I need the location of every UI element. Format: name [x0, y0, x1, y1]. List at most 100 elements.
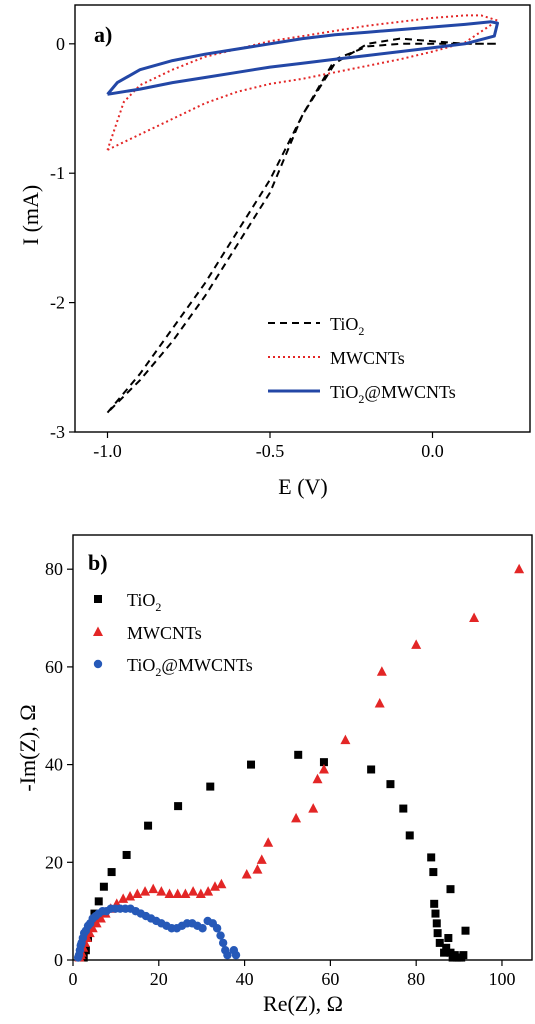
eis-point — [174, 802, 183, 811]
eis-point — [308, 803, 319, 813]
eis-point — [319, 758, 328, 767]
eis-point — [180, 888, 191, 899]
cv-y-axis-title: I (mA) — [18, 185, 43, 245]
eis-point — [442, 943, 451, 952]
eis-point — [405, 831, 414, 840]
eis-point — [446, 885, 455, 894]
eis-point — [459, 951, 468, 960]
eis-point — [209, 881, 220, 891]
legend-label: MWCNTs — [330, 348, 405, 368]
x-tick-label: 0 — [69, 969, 78, 989]
eis-point — [386, 780, 395, 789]
eis-point — [411, 639, 422, 649]
eis-point — [318, 763, 329, 774]
eis-series — [73, 904, 241, 962]
legend-label-subscript: 2 — [358, 324, 364, 338]
legend-label-main: TiO — [330, 314, 358, 334]
eis-point — [435, 938, 444, 947]
x-tick-label: 100 — [488, 969, 515, 989]
eis-point — [440, 948, 449, 957]
eis-point — [446, 948, 455, 957]
legend-label-subscript: 2 — [155, 600, 161, 614]
eis-point — [340, 734, 351, 745]
eis-point — [291, 812, 302, 823]
eis-point — [433, 929, 442, 938]
eis-point — [469, 612, 480, 623]
eis-point — [431, 909, 440, 918]
eis-point — [263, 837, 274, 847]
eis-point — [148, 883, 159, 894]
legend-label-main: MWCNTs — [330, 348, 405, 368]
legend-label-subscript: 2 — [358, 392, 364, 406]
eis-point — [294, 750, 303, 759]
cv-plot-frame — [74, 4, 531, 433]
eis-point — [91, 917, 102, 928]
eis-x-axis-title: Re(Z), Ω — [263, 991, 343, 1016]
legend-label: MWCNTs — [127, 623, 202, 643]
y-tick-label: 0 — [56, 34, 65, 54]
x-tick-label: 40 — [236, 969, 254, 989]
eis-point — [95, 912, 106, 923]
y-tick-label: 0 — [54, 950, 63, 970]
y-tick-label: -3 — [50, 422, 65, 442]
cv-series-group — [106, 14, 499, 414]
eis-point — [231, 950, 241, 960]
eis-point — [206, 782, 215, 791]
y-tick-label: -1 — [50, 163, 65, 183]
eis-point — [140, 886, 151, 896]
x-tick-label: -0.5 — [256, 441, 285, 461]
x-tick-label: 20 — [150, 969, 168, 989]
y-tick-label: 20 — [45, 852, 63, 872]
eis-point — [156, 886, 167, 896]
eis-point — [144, 821, 153, 830]
eis-point — [312, 773, 323, 784]
y-tick-label: 40 — [45, 755, 63, 775]
eis-point — [427, 853, 436, 862]
legend-label-rest: @MWCNTs — [161, 655, 252, 675]
cv-series-line — [106, 37, 499, 414]
eis-point — [107, 868, 116, 877]
x-tick-label: 80 — [407, 969, 425, 989]
eis-point — [256, 854, 267, 864]
legend-label: TiO2 — [330, 314, 364, 338]
eis-point — [99, 882, 108, 891]
legend-label-rest: @MWCNTs — [364, 382, 455, 402]
y-tick-label: 80 — [45, 559, 63, 579]
eis-point — [216, 878, 227, 889]
eis-point — [172, 888, 183, 899]
eis-series — [79, 750, 470, 962]
eis-point — [125, 890, 136, 901]
eis-y-ticks: 0 20 40 60 80 — [45, 559, 73, 970]
x-tick-label: -1.0 — [93, 441, 122, 461]
legend-label-main: TiO — [127, 655, 155, 675]
eis-series-group — [73, 563, 525, 962]
eis-point — [223, 950, 232, 960]
y-tick-label: 60 — [45, 657, 63, 677]
eis-point — [429, 868, 438, 877]
eis-point — [514, 563, 525, 574]
eis-plot-frame — [72, 534, 533, 961]
eis-point — [399, 804, 408, 813]
eis-point — [164, 888, 175, 899]
eis-point — [374, 698, 385, 708]
eis-point — [367, 765, 376, 774]
eis-point — [444, 934, 453, 943]
eis-point — [432, 919, 441, 928]
eis-point — [430, 899, 439, 908]
x-tick-label: 60 — [321, 969, 339, 989]
eis-point — [252, 864, 263, 874]
cv-series-line — [106, 20, 499, 96]
eis-point — [461, 926, 470, 935]
eis-panel-label: b) — [88, 550, 108, 575]
y-tick-label: -2 — [50, 293, 65, 313]
eis-point — [93, 659, 103, 669]
eis-panel: 0 20 40 60 80 100 0 20 40 60 80 b) Re(Z), Ω -Im(Z… — [15, 534, 533, 1016]
legend-label: TiO2@MWCNTs — [330, 382, 456, 406]
eis-x-ticks: 0 20 40 60 80 100 — [69, 960, 515, 989]
x-tick-label: 0.0 — [421, 441, 444, 461]
cv-series-line — [106, 14, 499, 151]
legend-label-main: TiO — [330, 382, 358, 402]
eis-point — [198, 924, 207, 933]
